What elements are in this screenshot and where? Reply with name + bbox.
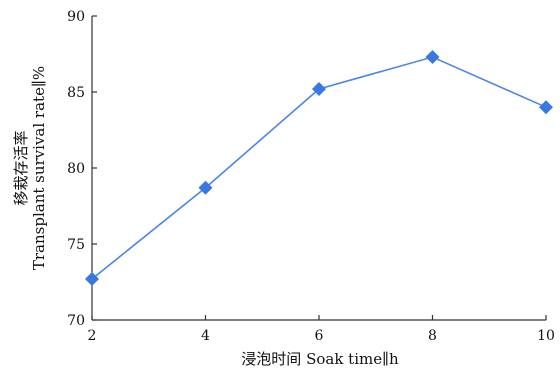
series-layer — [85, 50, 553, 286]
y-ticks: 70 75 80 85 90 — [67, 9, 97, 329]
x-tick-label: 8 — [428, 328, 437, 344]
x-tick-label: 10 — [537, 328, 555, 344]
data-point-marker — [425, 50, 440, 65]
x-ticks: 2 4 6 8 10 — [88, 315, 555, 344]
data-point-marker — [198, 180, 213, 195]
y-tick-label: 80 — [67, 161, 85, 177]
x-tick-label: 4 — [201, 328, 210, 344]
x-axis-title: 浸泡时间 Soak time∥h — [241, 350, 399, 368]
x-tick-label: 2 — [88, 328, 97, 344]
axes — [91, 16, 546, 321]
x-tick-label: 6 — [315, 328, 324, 344]
y-tick-label: 70 — [67, 313, 85, 329]
y-tick-label: 90 — [67, 9, 85, 25]
y-axis-title-en: Transplant survival rate∥% — [30, 66, 48, 270]
data-point-marker — [539, 100, 553, 115]
y-axis-title: 移栽存活率 Transplant survival rate∥% — [12, 66, 48, 270]
data-point-marker — [312, 81, 326, 96]
data-point-marker — [85, 271, 99, 286]
y-tick-label: 85 — [67, 85, 85, 101]
y-tick-label: 75 — [67, 237, 85, 253]
y-axis-title-zh: 移栽存活率 — [12, 130, 30, 205]
